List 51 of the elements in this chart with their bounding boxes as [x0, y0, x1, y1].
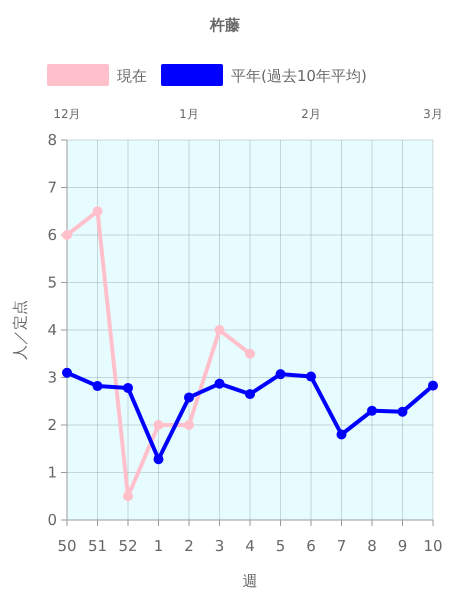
x-tick-label: 2 [184, 537, 194, 555]
point [214, 325, 224, 335]
x-tick-label: 51 [88, 537, 108, 555]
point [62, 230, 72, 240]
point [306, 372, 316, 382]
text: 2月 [301, 107, 321, 121]
x-tick-label: 1 [154, 537, 164, 555]
y-tick-label: 6 [47, 226, 57, 244]
x-tick-label: 10 [423, 537, 443, 555]
y-tick-label: 1 [47, 464, 57, 482]
text: 12月 [53, 107, 81, 121]
x-tick-label: 6 [306, 537, 316, 555]
y-tick-label: 4 [47, 321, 57, 339]
point [367, 406, 377, 416]
x-tick-label: 8 [367, 537, 377, 555]
y-tick-label: 8 [47, 131, 57, 149]
x-tick-label: 3 [214, 537, 224, 555]
y-tick-label: 3 [47, 368, 57, 386]
y-axis-title: 人／定点 [11, 300, 29, 360]
point [336, 430, 346, 440]
x-tick-label: 52 [118, 537, 138, 555]
point [184, 392, 194, 402]
point [92, 206, 102, 216]
point [123, 382, 133, 393]
y-tick-label: 0 [47, 511, 57, 529]
point [214, 378, 224, 389]
x-axis-title: 週 [242, 572, 258, 590]
point [245, 348, 255, 359]
point [92, 381, 102, 392]
text: 1月 [179, 107, 199, 121]
text: 3月 [423, 107, 443, 121]
point [428, 380, 438, 391]
point [154, 420, 164, 430]
x-tick-label: 50 [57, 537, 77, 555]
legend-label: 現在 [117, 67, 147, 85]
point [123, 491, 133, 502]
x-tick-label: 4 [245, 537, 255, 555]
point [184, 420, 194, 430]
point [398, 406, 408, 417]
x-tick-label: 9 [398, 537, 408, 555]
point [154, 454, 164, 464]
y-tick-label: 7 [47, 178, 57, 196]
point [245, 389, 255, 400]
y-tick-label: 2 [47, 416, 57, 434]
point [62, 368, 72, 378]
legend-label: 平年(過去10年平均) [231, 67, 367, 85]
chart-title: 杵藤 [209, 16, 240, 34]
x-tick-label: 7 [336, 537, 346, 555]
point [276, 369, 286, 380]
y-tick-label: 5 [47, 274, 57, 292]
x-tick-label: 5 [276, 537, 286, 555]
